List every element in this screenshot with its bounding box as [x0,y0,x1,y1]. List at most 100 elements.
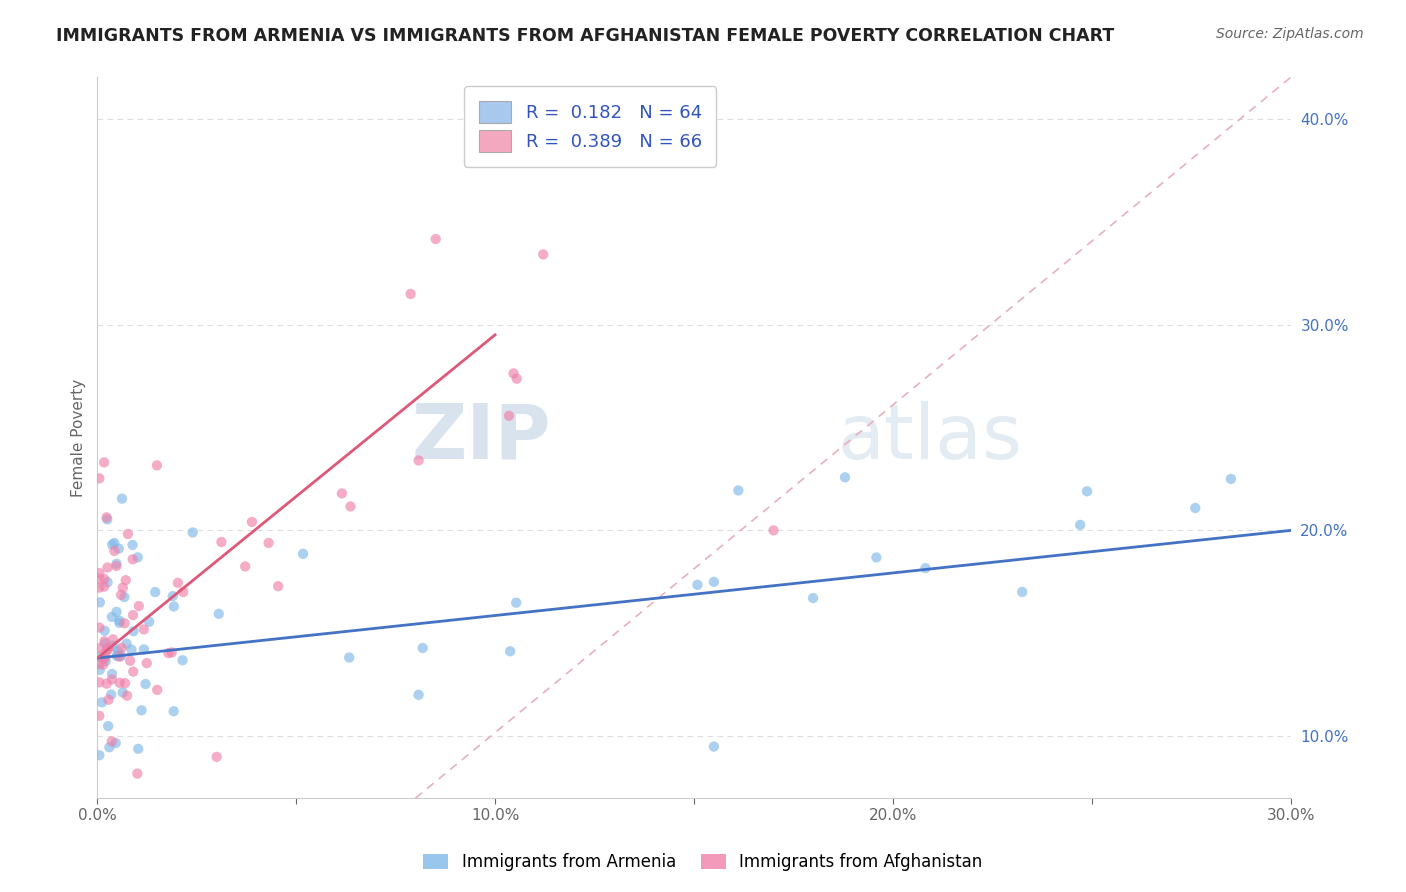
Point [97,719,120,733]
Point [89,641,111,656]
Point [172,653,194,667]
Point [181,525,204,540]
Point [100,734,122,748]
Point [172,585,194,599]
Point [107,648,129,662]
Point [108,615,131,630]
Point [94,636,117,650]
Point [96,512,118,526]
Point [105,559,128,574]
Point [96,676,118,690]
Point [103,536,125,550]
Point [128,599,150,613]
Point [727,483,749,498]
Point [499,644,522,658]
Point [134,677,156,691]
Point [122,665,145,679]
Point [801,591,824,606]
Point [93,651,115,665]
Point [163,704,186,718]
Point [127,550,149,565]
Point [108,541,131,556]
Point [834,470,856,484]
Point [89,663,111,677]
Point [108,676,131,690]
Point [114,573,136,587]
Point [162,589,184,603]
Point [412,640,434,655]
Point [101,639,124,653]
Point [89,471,111,485]
Point [132,623,155,637]
Point [505,596,527,610]
Point [89,708,111,723]
Point [531,247,554,261]
Point [143,585,166,599]
Point [108,649,131,664]
Legend: R =  0.182   N = 64, R =  0.389   N = 66: R = 0.182 N = 64, R = 0.389 N = 66 [464,87,716,167]
Point [267,579,290,593]
Point [502,367,524,381]
Point [101,610,124,624]
Point [127,766,149,780]
Point [121,538,143,552]
Point [205,750,228,764]
Text: IMMIGRANTS FROM ARMENIA VS IMMIGRANTS FROM AFGHANISTAN FEMALE POVERTY CORRELATIO: IMMIGRANTS FROM ARMENIA VS IMMIGRANTS FR… [56,27,1115,45]
Point [101,673,124,687]
Point [160,645,183,659]
Point [1184,500,1206,515]
Point [208,607,231,621]
Point [157,646,180,660]
Point [101,667,124,681]
Point [101,538,124,552]
Point [1219,472,1241,486]
Point [97,640,120,655]
Point [110,588,132,602]
Point [506,372,529,386]
Point [865,550,887,565]
Point [91,657,114,672]
Point [101,632,124,647]
Point [703,739,725,754]
Point [89,581,111,595]
Point [121,552,143,566]
Point [90,695,112,709]
Point [408,688,430,702]
Point [111,491,134,506]
Point [292,547,315,561]
Point [257,536,280,550]
Point [94,650,117,665]
Point [108,614,131,628]
Point [1069,517,1091,532]
Point [110,648,132,663]
Point [120,654,142,668]
Point [100,688,122,702]
Point [762,524,785,538]
Point [686,578,709,592]
Point [135,656,157,670]
Point [89,748,111,763]
Text: ZIP: ZIP [412,401,551,475]
Point [127,742,149,756]
Point [131,703,153,717]
Point [146,682,169,697]
Point [122,624,145,639]
Point [105,605,128,619]
Point [330,486,353,500]
Legend: Immigrants from Armenia, Immigrants from Afghanistan: Immigrants from Armenia, Immigrants from… [415,845,991,880]
Point [96,510,118,524]
Point [120,642,142,657]
Point [408,453,430,467]
Point [112,590,135,604]
Point [105,648,128,663]
Point [93,580,115,594]
Point [122,608,145,623]
Point [111,640,134,655]
Point [914,561,936,575]
Point [209,535,232,549]
Point [104,736,127,750]
Point [111,581,134,595]
Point [89,675,111,690]
Point [498,409,520,423]
Point [97,642,120,657]
